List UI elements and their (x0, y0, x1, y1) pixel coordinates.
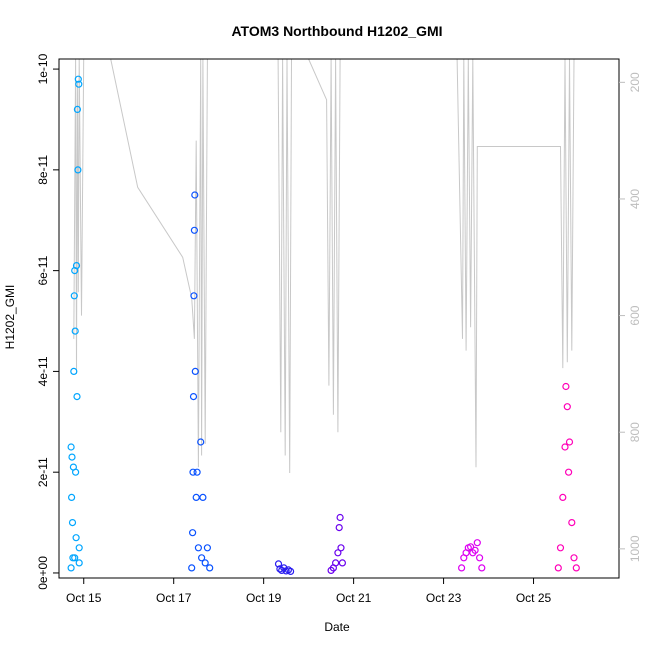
data-point (336, 513, 344, 522)
x-tick-label: Oct 23 (426, 591, 462, 605)
data-point (467, 543, 475, 551)
data-point (190, 292, 198, 300)
x-tick-label: Oct 19 (246, 591, 282, 605)
data-point (337, 544, 345, 552)
data-point (335, 523, 343, 532)
data-point (74, 166, 82, 174)
data-point (190, 226, 198, 234)
series-5 (458, 539, 486, 572)
data-point (563, 403, 571, 411)
data-point (192, 493, 200, 501)
data-point (72, 534, 80, 542)
data-point (70, 292, 78, 300)
right-tick-label: 800 (628, 422, 642, 442)
series-1 (67, 75, 83, 572)
data-point (206, 564, 214, 572)
right-tick-label: 200 (628, 72, 642, 92)
y-tick-label: 4e-11 (36, 356, 50, 386)
data-point (75, 80, 83, 88)
y-tick-label: 6e-11 (36, 255, 50, 285)
data-point (276, 565, 284, 573)
data-point (189, 529, 197, 537)
data-point (73, 105, 82, 114)
pressure-layer (73, 58, 577, 474)
data-point (67, 564, 75, 572)
y-tick-label: 0e+00 (36, 556, 50, 590)
data-point (562, 382, 570, 391)
data-point (559, 493, 567, 501)
chart-title: ATOM3 Northbound H1202_GMI (231, 23, 442, 39)
data-point (71, 468, 80, 476)
data-point (71, 327, 79, 335)
right-tick-label: 400 (628, 189, 642, 209)
data-point (458, 564, 466, 572)
data-point (194, 544, 202, 552)
data-point (274, 560, 283, 568)
data-point (334, 549, 342, 557)
data-point (189, 393, 198, 401)
data-point (332, 559, 340, 567)
series-3 (274, 560, 295, 576)
data-point (189, 468, 197, 476)
data-point (71, 554, 79, 562)
data-point (67, 443, 75, 451)
data-point (556, 544, 565, 552)
pressure-trace-line (73, 58, 577, 474)
y-tick-label: 8e-11 (36, 155, 50, 185)
data-point (570, 554, 578, 562)
data-point (476, 554, 484, 562)
series-4 (327, 513, 346, 575)
points-layer (67, 75, 580, 576)
series-6 (554, 382, 580, 572)
data-point (72, 262, 81, 270)
data-point (75, 559, 83, 567)
axes-layer: Oct 15 Oct 17 Oct 19 Oct 21 Oct 23 Oct 25 0e+0… (36, 53, 642, 605)
data-point (338, 559, 346, 567)
x-axis-label: Date (324, 620, 350, 634)
data-point (74, 75, 82, 83)
data-point (203, 544, 211, 552)
data-point (478, 564, 486, 572)
data-point (568, 518, 576, 527)
data-point (68, 453, 76, 461)
data-point (471, 546, 479, 554)
plot-frame (58, 58, 620, 579)
data-point (199, 493, 207, 501)
x-tick-label: Oct 15 (66, 591, 102, 605)
data-point (67, 493, 76, 501)
data-point (564, 468, 573, 476)
data-point (572, 564, 580, 572)
data-point (68, 518, 77, 527)
right-tick-label: 1000 (628, 535, 642, 562)
x-tick-label: Oct 17 (156, 591, 192, 605)
data-point (75, 544, 83, 552)
data-point (73, 393, 81, 401)
right-tick-label: 600 (628, 305, 642, 325)
data-point (198, 554, 206, 562)
y-tick-label: 1e-10 (36, 53, 50, 84)
data-point (193, 468, 201, 476)
data-point (473, 539, 481, 547)
data-point (197, 438, 205, 446)
data-point (191, 367, 199, 375)
data-point (188, 564, 196, 572)
data-point (70, 367, 78, 375)
data-point (201, 559, 209, 567)
x-tick-label: Oct 21 (336, 591, 372, 605)
data-point (561, 443, 569, 451)
series-2 (188, 191, 214, 572)
data-point (554, 564, 562, 572)
data-point (191, 191, 199, 199)
y-axis-label: H1202_GMI (3, 285, 17, 350)
data-point (565, 438, 574, 446)
x-tick-label: Oct 25 (516, 591, 552, 605)
data-point (287, 567, 295, 576)
y-tick-label: 2e-11 (36, 457, 50, 487)
